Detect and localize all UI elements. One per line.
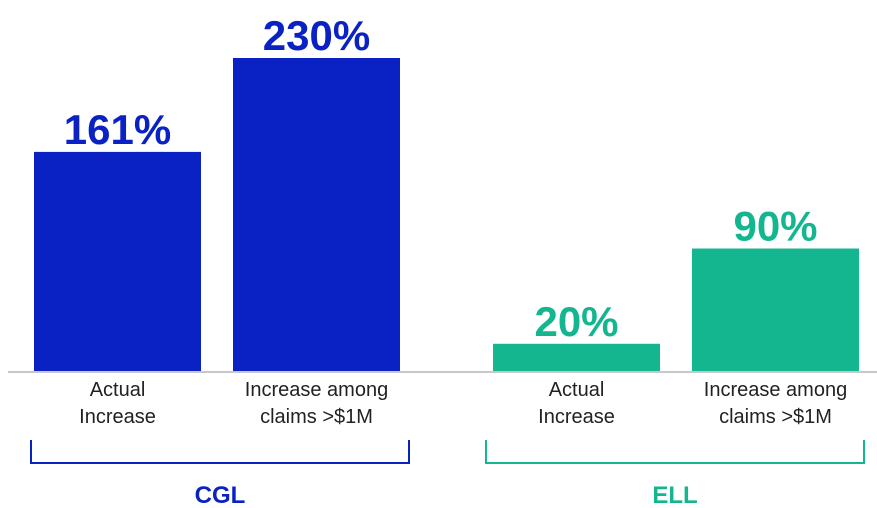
category-label: Increase among (704, 379, 847, 401)
value-label: 90% (733, 203, 817, 250)
category-label: Increase (79, 406, 156, 428)
category-label: claims >$1M (260, 406, 373, 428)
category-label: claims >$1M (719, 406, 832, 428)
group-label: ELL (652, 482, 697, 508)
category-label: Increase among (245, 379, 388, 401)
category-label: Actual (90, 379, 146, 401)
category-label: Actual (549, 379, 605, 401)
group-bracket (30, 440, 410, 464)
bar-cgl-0 (34, 151, 201, 371)
group-bracket (485, 440, 865, 464)
bar-ell-1 (692, 248, 859, 371)
bar-cgl-1 (233, 58, 400, 371)
category-label: Increase (538, 406, 615, 428)
bar-ell-0 (493, 343, 660, 371)
value-label: 161% (64, 106, 171, 153)
group-label: CGL (195, 482, 246, 508)
value-label: 230% (263, 12, 370, 59)
value-label: 20% (534, 298, 618, 345)
